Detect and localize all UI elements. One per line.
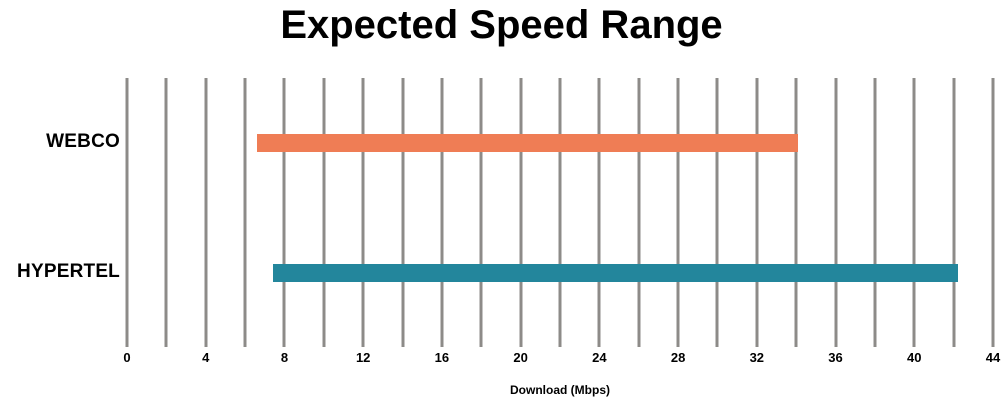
gridline — [873, 78, 877, 338]
tick-mark — [794, 338, 798, 347]
tick-mark — [991, 338, 995, 347]
gridline — [676, 78, 680, 338]
gridline — [715, 78, 719, 338]
tick-mark — [597, 338, 601, 347]
tick-mark — [243, 338, 247, 347]
x-tick-label: 32 — [749, 350, 765, 365]
x-tick-label: 4 — [202, 350, 210, 365]
plot-area — [125, 78, 995, 338]
x-tick-label: 24 — [592, 350, 607, 365]
x-tick-label: 28 — [670, 350, 686, 365]
gridline — [637, 78, 641, 338]
gridline — [479, 78, 483, 338]
gridline — [282, 78, 286, 338]
gridline — [794, 78, 798, 338]
x-tick-label: 16 — [434, 350, 450, 365]
tick-mark — [361, 338, 365, 347]
tick-mark — [204, 338, 208, 347]
tick-mark — [440, 338, 444, 347]
gridline — [401, 78, 405, 338]
tick-mark — [519, 338, 523, 347]
gridline — [991, 78, 995, 338]
tick-mark — [125, 338, 129, 347]
tick-mark — [952, 338, 956, 347]
x-tick-label: 8 — [280, 350, 289, 365]
gridline — [952, 78, 956, 338]
x-axis: 0 4 8 12 16 20 24 28 32 36 40 44 — [123, 338, 1000, 368]
gridline — [204, 78, 208, 338]
gridline — [164, 78, 168, 338]
tick-mark — [834, 338, 838, 347]
gridline — [322, 78, 326, 338]
gridline — [834, 78, 838, 338]
x-tick-label: 36 — [828, 350, 843, 365]
gridline — [125, 78, 129, 338]
x-axis-title: Download (Mbps) — [510, 383, 610, 397]
x-tick-label: 12 — [355, 350, 371, 365]
gridline — [440, 78, 444, 338]
category-label: HYPERTEL — [17, 261, 120, 282]
x-tick-label: 20 — [513, 350, 528, 365]
gridline — [558, 78, 562, 338]
tick-mark — [322, 338, 326, 347]
tick-mark — [755, 338, 759, 347]
tick-mark — [164, 338, 168, 347]
tick-mark — [912, 338, 916, 347]
tick-mark — [558, 338, 562, 347]
tick-mark — [479, 338, 483, 347]
tick-mark — [715, 338, 719, 347]
gridline — [519, 78, 523, 338]
chart-title: Expected Speed Range — [280, 3, 723, 47]
tick-mark — [676, 338, 680, 347]
tick-mark — [637, 338, 641, 347]
x-tick-label: 44 — [985, 350, 1001, 365]
x-tick-label: 0 — [123, 350, 131, 365]
tick-mark — [282, 338, 286, 347]
category-label: WEBCO — [46, 131, 120, 152]
gridline — [755, 78, 759, 338]
range-bar — [272, 264, 958, 282]
tick-mark — [401, 338, 405, 347]
gridline — [361, 78, 365, 338]
gridline — [912, 78, 916, 338]
gridline — [597, 78, 601, 338]
range-bar — [256, 134, 799, 152]
tick-mark — [873, 338, 877, 347]
category-axis: WEBCO HYPERTEL — [0, 78, 120, 338]
gridline — [243, 78, 247, 338]
x-tick-label: 40 — [907, 350, 922, 365]
